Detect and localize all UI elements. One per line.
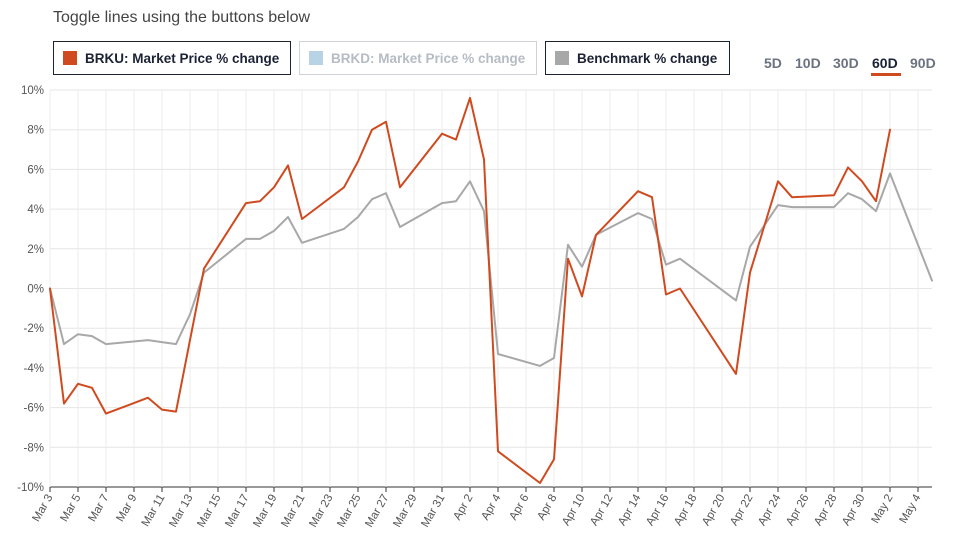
y-tick-label: 10%	[21, 85, 44, 97]
y-tick-label: 6%	[27, 164, 44, 176]
x-tick-label: Mar 7	[87, 493, 112, 524]
legend-label-benchmark: Benchmark % change	[577, 50, 718, 66]
active-range-indicator	[871, 73, 901, 76]
x-tick-label: Mar 13	[167, 493, 195, 530]
x-tick-label: Apr 16	[644, 493, 671, 528]
x-tick-label: Apr 28	[812, 493, 839, 528]
x-tick-label: Mar 3	[31, 493, 56, 524]
x-tick-label: Apr 24	[756, 492, 784, 528]
y-tick-label: -10%	[17, 482, 44, 494]
x-tick-label: Mar 31	[419, 493, 447, 530]
chart-hint: Toggle lines using the buttons below	[53, 9, 311, 26]
x-tick-label: Apr 10	[560, 493, 587, 528]
x-tick-label: Apr 14	[616, 492, 644, 528]
x-tick-label: Apr 20	[700, 493, 727, 528]
benchmark-series-line	[49, 172, 933, 367]
range-60d-button[interactable]: 60D	[872, 55, 898, 71]
brkd-swatch-icon	[309, 51, 323, 65]
x-tick-label: Mar 25	[335, 493, 363, 530]
y-tick-label: 8%	[27, 125, 44, 137]
legend-toggle-brkd[interactable]: BRKD: Market Price % change	[299, 41, 537, 75]
range-90d-button[interactable]: 90D	[910, 55, 936, 71]
brku-swatch-icon	[63, 51, 77, 65]
legend-toggle-benchmark[interactable]: Benchmark % change	[545, 41, 730, 75]
y-tick-label: -6%	[24, 403, 44, 415]
x-tick-label: May 4	[898, 492, 924, 526]
benchmark-swatch-icon	[555, 51, 569, 65]
x-tick-label: Mar 17	[223, 493, 251, 530]
x-tick-label: Mar 11	[140, 493, 168, 529]
y-axis-ticks: -10% -8% -6% -4% -2% 0% 2% 4% 6% 8% 10%	[17, 85, 44, 494]
x-tick-label: Apr 26	[784, 493, 811, 528]
x-tick-label: Mar 23	[307, 493, 335, 530]
x-tick-label: Apr 22	[728, 493, 755, 528]
legend-toggle-brku[interactable]: BRKU: Market Price % change	[53, 41, 291, 75]
x-tick-label: Apr 8	[535, 493, 559, 523]
legend-label-brku: BRKU: Market Price % change	[85, 50, 280, 66]
x-tick-label: Mar 19	[251, 493, 279, 530]
x-tick-label: Apr 18	[672, 493, 699, 528]
range-30d-button[interactable]: 30D	[833, 55, 859, 71]
chart-series	[49, 96, 933, 484]
y-tick-label: 0%	[27, 284, 44, 296]
y-tick-label: 4%	[27, 204, 44, 216]
x-tick-label: Mar 15	[195, 493, 223, 530]
legend-label-brkd: BRKD: Market Price % change	[331, 50, 526, 66]
x-tick-label: Apr 30	[840, 493, 867, 528]
x-tick-label: Apr 2	[451, 493, 475, 523]
y-tick-label: -4%	[24, 363, 44, 375]
x-tick-label: Apr 12	[588, 493, 615, 528]
y-tick-label: -8%	[24, 442, 44, 454]
range-10d-button[interactable]: 10D	[795, 55, 821, 71]
x-tick-label: Mar 9	[115, 493, 140, 524]
x-tick-label: Apr 6	[507, 493, 531, 523]
x-tick-label: Mar 27	[363, 493, 391, 530]
range-5d-button[interactable]: 5D	[764, 55, 782, 71]
x-tick-label: Mar 21	[279, 493, 307, 530]
x-tick-label: Mar 29	[391, 493, 419, 530]
x-tick-label: Apr 4	[479, 492, 503, 522]
y-tick-label: -2%	[24, 323, 44, 335]
x-tick-label: May 2	[870, 493, 896, 526]
x-axis-ticks: Mar 3 Mar 5 Mar 7 Mar 9 Mar 11 Mar 13 Mar 15 Ma…	[31, 492, 924, 530]
x-tick-label: Mar 5	[59, 493, 84, 524]
brku-series-line	[49, 96, 891, 484]
y-tick-label: 2%	[27, 244, 44, 256]
